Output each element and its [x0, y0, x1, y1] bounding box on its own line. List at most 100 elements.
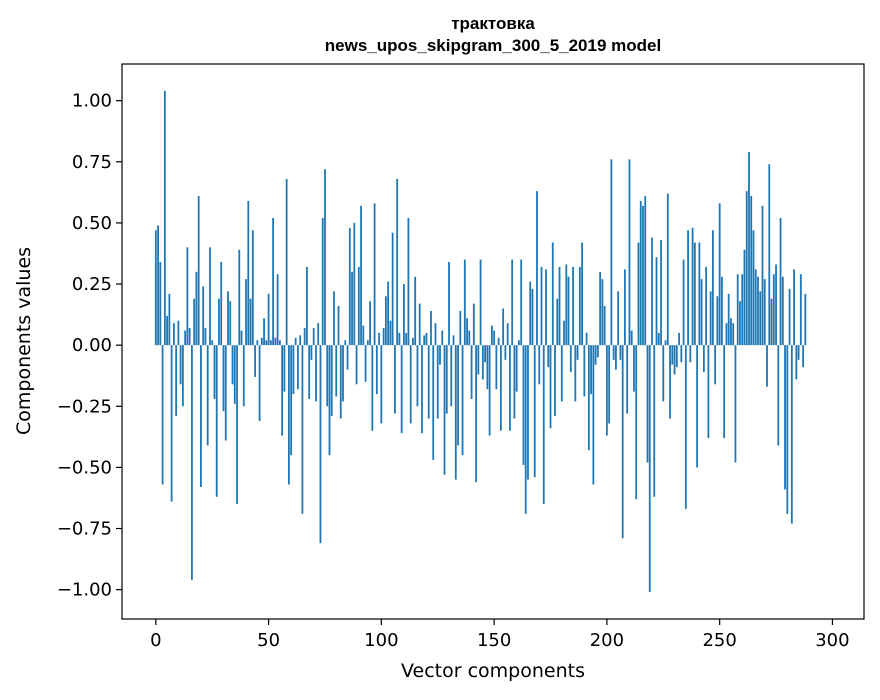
bar: [373, 203, 376, 346]
bar: [646, 345, 649, 463]
bar: [344, 340, 347, 346]
bar: [581, 242, 583, 346]
bar: [705, 266, 708, 346]
bar: [605, 345, 608, 436]
y-tick-label: −0.75: [57, 519, 112, 540]
bar: [301, 345, 304, 514]
bar: [601, 279, 604, 346]
bar: [648, 345, 651, 593]
bar: [463, 259, 466, 346]
bar: [251, 230, 254, 346]
bar: [484, 345, 486, 363]
bar: [439, 345, 441, 365]
bar: [619, 345, 622, 360]
bar: [432, 345, 435, 461]
bar: [511, 259, 514, 346]
bar: [181, 345, 184, 407]
y-tick-label: 0.50: [72, 213, 112, 234]
bar: [200, 345, 202, 487]
bar: [639, 200, 642, 346]
bar: [384, 296, 387, 346]
y-axis-ticks: 1.00 0.75 0.50 0.25 0.00 −0.25 −0.50 −0.75 −1.00: [57, 91, 122, 601]
bar: [793, 269, 795, 346]
bar: [547, 345, 550, 368]
bar: [795, 345, 798, 380]
bar: [757, 276, 759, 346]
bar: [721, 276, 723, 346]
bar: [166, 315, 168, 346]
bar: [698, 242, 701, 346]
bar: [409, 345, 412, 424]
bar: [206, 345, 209, 446]
bar: [326, 345, 329, 407]
bar: [443, 345, 446, 475]
bar: [333, 291, 335, 346]
bar: [468, 330, 471, 346]
bar: [315, 345, 317, 402]
bar: [233, 345, 236, 404]
bar: [276, 274, 279, 346]
bar: [306, 266, 308, 346]
bar: [509, 345, 511, 431]
bar: [269, 340, 272, 346]
bar: [637, 242, 640, 346]
bar: [188, 328, 191, 346]
bar: [186, 247, 189, 346]
bar: [290, 345, 293, 456]
bar: [170, 345, 173, 502]
bar: [328, 345, 331, 456]
bar: [784, 345, 786, 490]
bar: [585, 332, 588, 346]
bar: [633, 345, 635, 392]
bar: [421, 345, 423, 434]
bar: [572, 266, 574, 346]
bar: [287, 345, 290, 485]
bar: [430, 310, 432, 346]
bar: [626, 345, 629, 414]
bar: [202, 286, 205, 346]
bar: [538, 345, 541, 385]
bar: [163, 90, 166, 346]
bar: [750, 196, 753, 346]
bar: [477, 345, 480, 375]
bar: [475, 345, 477, 483]
bar: [558, 266, 561, 346]
y-tick-label: 0.25: [72, 274, 112, 295]
bar: [545, 269, 547, 346]
bar: [709, 291, 712, 346]
bar: [675, 345, 678, 368]
bar: [211, 340, 214, 346]
bar: [486, 345, 489, 390]
bar: [310, 345, 313, 360]
bar: [743, 249, 746, 346]
bar: [396, 178, 399, 346]
bar: [527, 345, 529, 480]
bar: [191, 345, 193, 580]
x-tick-label: 300: [815, 630, 849, 651]
bar: [231, 345, 234, 385]
bar: [445, 345, 448, 414]
bar: [285, 178, 288, 346]
bar: [450, 345, 453, 407]
y-tick-label: −0.50: [57, 457, 112, 478]
bar: [745, 191, 748, 346]
bar: [209, 247, 211, 346]
bar: [418, 303, 421, 346]
bar: [346, 345, 349, 370]
bar: [766, 345, 768, 387]
bar: [425, 332, 428, 346]
bar: [472, 303, 475, 346]
bar: [513, 345, 516, 419]
bar: [576, 345, 579, 360]
bar: [490, 325, 493, 346]
bar: [342, 345, 344, 402]
bar: [754, 269, 757, 346]
y-axis-label: Components values: [13, 247, 35, 435]
bar: [157, 225, 159, 346]
bar: [608, 345, 611, 424]
x-tick-label: 0: [150, 630, 161, 651]
bar: [324, 169, 326, 346]
bar: [551, 242, 554, 346]
bar: [256, 340, 259, 346]
